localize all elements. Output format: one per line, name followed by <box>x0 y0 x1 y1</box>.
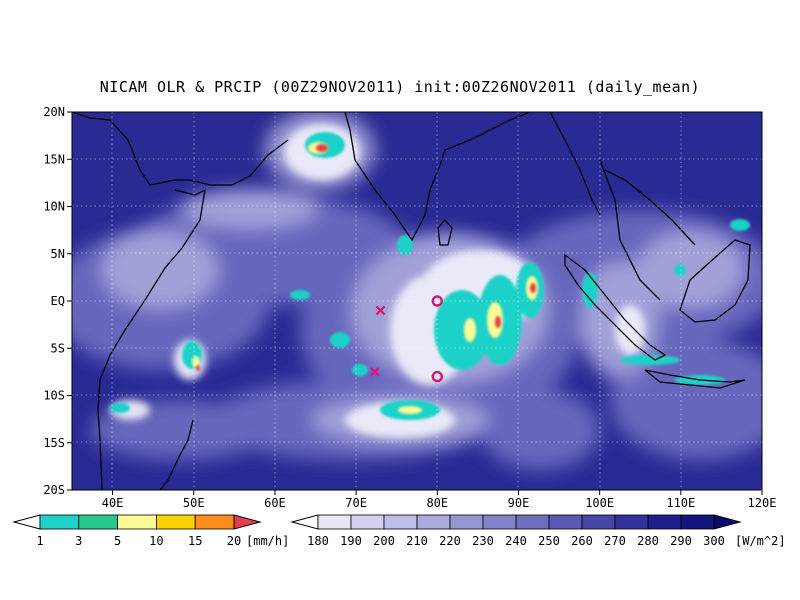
lat-label: 5S <box>51 341 65 355</box>
precip-legend-label: 20 <box>227 534 241 548</box>
lat-label: EQ <box>51 294 65 308</box>
sumatra-coast <box>564 253 667 361</box>
precip-legend-label: 3 <box>75 534 82 548</box>
burma-coast <box>549 112 601 216</box>
africa-coast <box>97 188 206 490</box>
srilanka-coast <box>437 219 453 246</box>
olr-legend-swatch <box>548 514 583 530</box>
precip-legend-unit: [mm/h] <box>246 534 289 548</box>
precip-colorbar: 1 3 5 10 15 20 [mm/h] <box>12 514 289 548</box>
java-coast <box>644 369 746 389</box>
lon-label: 90E <box>508 496 530 510</box>
lat-label: 20N <box>43 105 65 119</box>
olr-legend-label: 290 <box>670 534 692 548</box>
olr-legend-label: 200 <box>373 534 395 548</box>
olr-legend-swatch <box>416 514 451 530</box>
olr-legend-swatch <box>581 514 616 530</box>
latitude-labels: 20N 15N 10N 5N EQ 5S 10S 15S 20S <box>43 105 65 497</box>
olr-legend-swatch <box>350 514 385 530</box>
precip-legend-swatch <box>117 514 157 530</box>
precip-legend-swatch <box>155 514 196 530</box>
olr-legend-high-triangle <box>713 514 742 530</box>
circle-marker <box>431 370 443 383</box>
olr-legend-label: 250 <box>538 534 560 548</box>
precip-legend-label: 5 <box>114 534 121 548</box>
lon-label: 120E <box>748 496 777 510</box>
lat-label: 20S <box>43 483 65 497</box>
olr-legend-label: 280 <box>637 534 659 548</box>
olr-legend-swatch <box>383 514 418 530</box>
lon-label: 70E <box>345 496 367 510</box>
longitude-labels: 40E 50E 60E 70E 80E 90E 100E 110E 120E <box>102 496 777 510</box>
madagascar-coast <box>159 419 194 490</box>
coastlines <box>72 112 751 490</box>
lat-label: 10N <box>43 200 65 214</box>
axis-ticks <box>67 111 763 495</box>
precip-legend-low-triangle <box>12 514 41 530</box>
olr-legend-label: 230 <box>472 534 494 548</box>
thailand-coast <box>604 169 696 246</box>
circle-marker <box>431 295 443 307</box>
borneo-coast <box>679 239 751 323</box>
lon-label: 60E <box>264 496 286 510</box>
olr-legend-swatch <box>647 514 682 530</box>
india-coast <box>344 112 531 242</box>
olr-legend-swatch <box>680 514 715 530</box>
precip-heavy <box>196 144 536 371</box>
lat-label: 10S <box>43 389 65 403</box>
lon-label: 100E <box>585 496 614 510</box>
map-field <box>72 112 762 490</box>
lat-label: 5N <box>51 247 65 261</box>
lon-label: 80E <box>426 496 448 510</box>
lon-label: 50E <box>183 496 205 510</box>
olr-legend-unit: [W/m^2] <box>735 534 786 548</box>
x-marker <box>370 367 380 377</box>
precip-legend-high-triangle <box>233 514 262 530</box>
lat-label: 15S <box>43 436 65 450</box>
lon-label: 110E <box>666 496 695 510</box>
olr-colorbar: 180 190 200 210 220 230 240 250 260 270 280 290 300 [… <box>290 514 786 548</box>
precip-legend-swatch <box>194 514 235 530</box>
olr-legend-label: 240 <box>505 534 527 548</box>
olr-legend-swatch <box>482 514 517 530</box>
precip-legend-label: 10 <box>149 534 163 548</box>
precip-legend-swatch <box>78 514 119 530</box>
precip-legend-label: 15 <box>188 534 202 548</box>
olr-legend-swatch <box>614 514 649 530</box>
x-marker <box>375 305 386 316</box>
olr-legend-label: 220 <box>439 534 461 548</box>
marker-layer <box>370 295 443 383</box>
olr-legend-label: 270 <box>604 534 626 548</box>
precip-legend-swatch <box>39 514 80 530</box>
arabia-coast <box>72 112 289 186</box>
precip-legend-label: 1 <box>36 534 43 548</box>
lat-label: 15N <box>43 152 65 166</box>
olr-legend-label: 180 <box>307 534 329 548</box>
olr-legend-swatch <box>449 514 484 530</box>
olr-legend-label: 300 <box>703 534 725 548</box>
olr-legend-label: 190 <box>340 534 362 548</box>
olr-legend-label: 210 <box>406 534 428 548</box>
map-title: NICAM OLR & PRCIP (00Z29NOV2011) init:00… <box>99 78 701 96</box>
olr-legend-low-triangle <box>290 514 319 530</box>
lon-label: 40E <box>102 496 124 510</box>
olr-legend-swatch <box>515 514 550 530</box>
malay-coast <box>599 159 661 301</box>
olr-legend-label: 260 <box>571 534 593 548</box>
olr-legend-swatch <box>317 514 352 530</box>
grid-lines <box>72 112 762 490</box>
